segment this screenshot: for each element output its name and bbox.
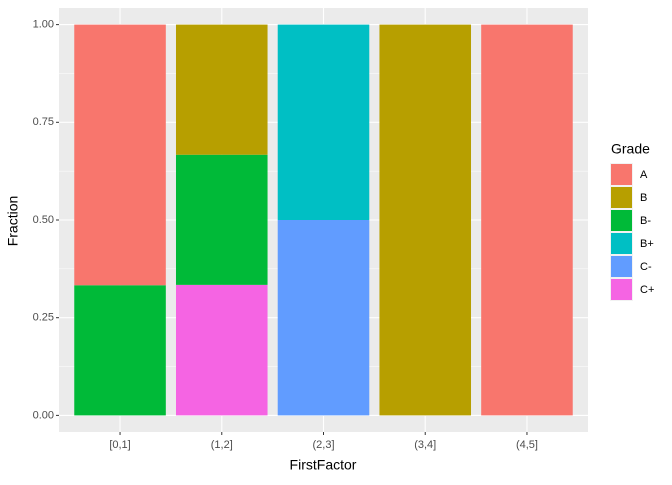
legend-title: Grade [611, 141, 650, 157]
legend-label: A [640, 169, 648, 181]
y-tick-label: 0.75 [33, 116, 54, 128]
bar-segment [175, 284, 268, 416]
legend-swatch [611, 187, 632, 208]
bar-segment [175, 154, 268, 285]
legend-label: B+ [640, 238, 654, 250]
x-tick-label: (4,5] [516, 439, 538, 451]
x-tick-label: [0,1] [109, 439, 130, 451]
legend-label: C- [640, 261, 652, 273]
y-tick-label: 1.00 [33, 19, 54, 31]
legend-label: C+ [640, 284, 654, 296]
legend-swatch [611, 233, 632, 254]
x-axis-title: FirstFactor [290, 457, 357, 473]
bar-segment [277, 220, 370, 416]
bar-segment [481, 24, 573, 416]
bar-segment [379, 24, 472, 416]
bar-segment [74, 24, 166, 286]
legend-swatch [611, 164, 632, 185]
legend-swatch [611, 279, 632, 300]
y-axis-title: Fraction [5, 196, 21, 247]
legend-label: B- [640, 215, 651, 227]
x-tick-label: (2,3] [312, 439, 334, 451]
x-tick-label: (3,4] [414, 439, 436, 451]
bar-segment [74, 285, 166, 416]
bar-segment [277, 24, 370, 221]
legend-swatch [611, 256, 632, 277]
y-tick-label: 0.50 [33, 214, 54, 226]
legend-swatch [611, 210, 632, 231]
legend-label: B [640, 192, 647, 204]
bar-segment [175, 24, 268, 155]
x-tick-label: (1,2] [211, 439, 233, 451]
y-tick-label: 0.25 [33, 312, 54, 324]
y-tick-label: 0.00 [33, 409, 54, 421]
